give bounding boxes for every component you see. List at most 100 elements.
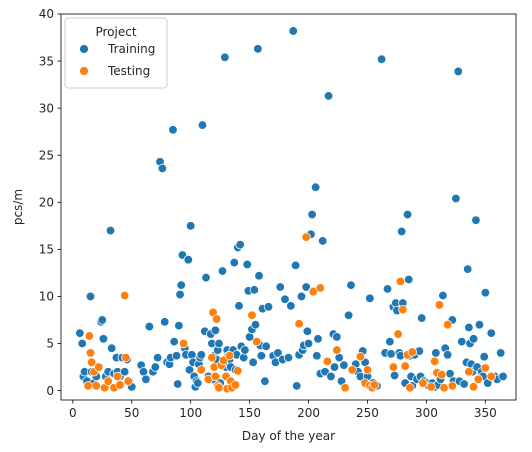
data-point-training [184, 365, 195, 375]
data-point-training [438, 290, 448, 301]
data-point-training [214, 338, 224, 349]
data-point-training [496, 348, 506, 358]
data-point-training [292, 381, 302, 391]
data-point-testing [480, 363, 491, 373]
data-point-training [250, 320, 261, 330]
data-point-testing [247, 310, 257, 320]
data-point-testing [429, 356, 440, 367]
series-training [75, 26, 508, 392]
legend: Project Training Testing [64, 17, 168, 89]
data-point-training [286, 301, 296, 311]
data-point-training [242, 259, 252, 270]
data-point-training [240, 345, 250, 355]
data-point-training [451, 193, 461, 204]
data-point-training [141, 374, 151, 384]
data-point-training [474, 320, 485, 330]
data-point-testing [123, 376, 133, 386]
data-point-training [313, 334, 323, 344]
data-point-training [310, 182, 321, 192]
data-point-training [263, 302, 274, 312]
data-point-testing [121, 352, 131, 363]
data-point-testing [332, 345, 342, 355]
y-axis-label: pcs/m [11, 189, 25, 225]
data-point-training [365, 293, 375, 303]
data-point-testing [393, 329, 403, 339]
data-point-training [261, 341, 271, 352]
data-point-testing [362, 365, 373, 375]
legend-label-testing: Testing [107, 64, 150, 78]
data-point-training [168, 125, 178, 135]
data-point-testing [301, 232, 311, 242]
data-point-training [150, 362, 160, 372]
data-point-testing [473, 374, 483, 384]
y-tick-label: 5 [46, 337, 54, 351]
y-tick-label: 20 [39, 195, 54, 209]
data-point-training [144, 321, 155, 332]
data-point-testing [91, 381, 102, 391]
data-point-testing [439, 383, 449, 393]
data-point-training [471, 215, 481, 225]
data-point-testing [437, 369, 447, 380]
data-point-training [486, 328, 496, 338]
data-point-testing [442, 320, 453, 330]
data-point-training [256, 351, 267, 361]
data-point-training [248, 357, 258, 368]
data-point-training [431, 348, 441, 358]
data-point-testing [418, 378, 428, 388]
data-point-training [210, 325, 221, 336]
data-point-training [193, 378, 203, 388]
data-point-testing [388, 362, 399, 372]
data-point-training [459, 379, 469, 389]
plot-frame [60, 13, 517, 401]
data-point-training [301, 282, 311, 292]
data-point-training [119, 367, 130, 377]
data-point-training [254, 271, 264, 281]
data-point-training [479, 352, 489, 362]
data-point-training [312, 351, 322, 361]
data-point-testing [230, 380, 241, 390]
data-point-training [346, 280, 356, 290]
legend-marker-training [79, 44, 89, 54]
data-point-training [303, 338, 314, 349]
data-point-testing [294, 319, 304, 329]
data-point-training [404, 274, 414, 285]
y-tick-label: 35 [39, 54, 54, 68]
data-point-testing [405, 383, 415, 393]
data-point-training [343, 310, 354, 320]
y-tick-label: 25 [39, 148, 54, 162]
data-point-training [229, 257, 239, 268]
data-point-training [396, 226, 407, 237]
ticks-layer: 0 50 100 150 200 250 300 350 0 5 10 15 20 25 30 35 40 [39, 7, 497, 420]
data-point-testing [468, 382, 479, 392]
data-point-testing [400, 361, 410, 371]
data-point-training [273, 348, 283, 358]
data-point-training [260, 376, 270, 386]
y-tick-label: 0 [46, 384, 54, 398]
points-layer [75, 26, 508, 394]
data-point-training [197, 120, 208, 130]
data-point-training [323, 91, 334, 101]
data-point-training [442, 350, 453, 360]
legend-title: Project [95, 25, 136, 39]
data-point-testing [434, 300, 445, 310]
data-point-testing [447, 381, 458, 391]
data-point-testing [85, 348, 96, 358]
data-point-training [157, 163, 168, 174]
data-point-training [329, 362, 340, 372]
data-point-training [318, 236, 328, 246]
data-point-training [280, 294, 290, 304]
data-point-training [307, 209, 317, 220]
data-point-training [253, 44, 263, 54]
data-point-testing [196, 365, 206, 375]
data-point-training [498, 371, 508, 382]
data-point-training [464, 322, 474, 333]
data-point-training [275, 282, 285, 292]
data-point-training [169, 336, 179, 347]
data-point-training [107, 343, 117, 353]
y-tick-label: 10 [39, 290, 54, 304]
data-point-testing [340, 383, 350, 393]
data-point-testing [315, 283, 326, 293]
data-point-testing [119, 290, 130, 301]
data-point-training [171, 351, 182, 361]
data-point-testing [407, 347, 417, 357]
